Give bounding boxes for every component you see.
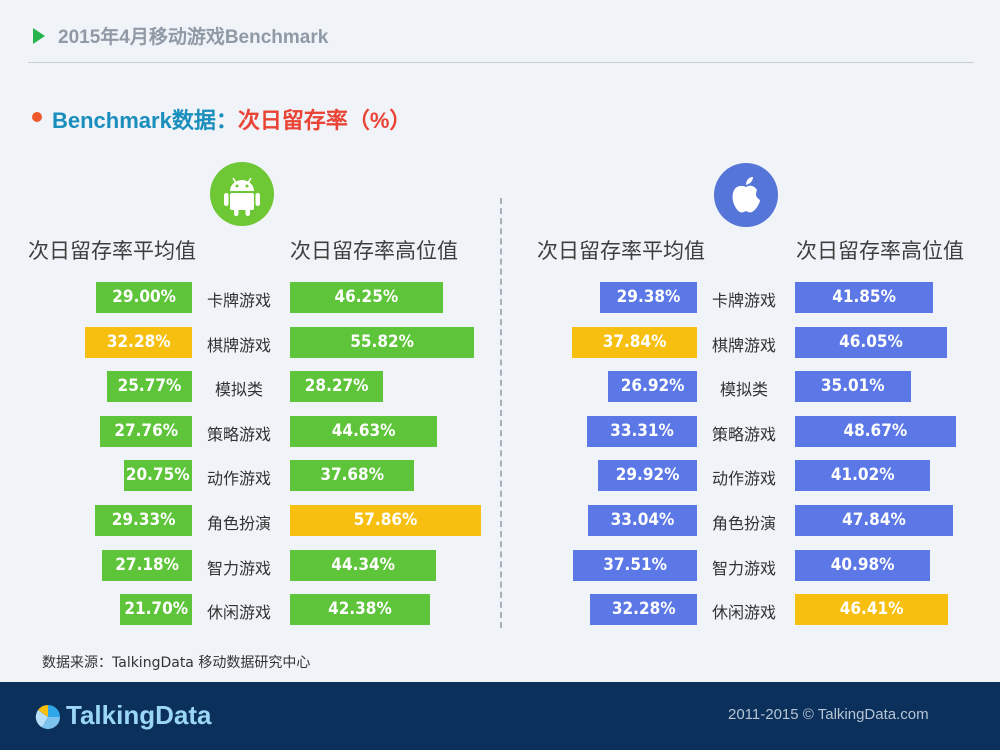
brand-name: TalkingData [66,700,212,730]
data-source: 数据来源：TalkingData 移动数据研究中心 [42,655,311,671]
ios-high-bar: 48.67% [795,415,956,447]
ios-avg-bar: 37.51% [573,549,697,581]
ios-category-label: 智力游戏 [711,558,776,578]
android-high-bar: 55.82% [290,326,475,358]
android-category-label: 模拟类 [214,380,263,400]
android-avg-bar: 29.00% [96,282,192,313]
copyright: 2011-2015 © TalkingData.com [728,706,929,723]
ios-category-label: 动作游戏 [711,469,776,489]
android-avg-bar: 25.77% [106,371,192,403]
android-avg-bar: 29.33% [95,505,192,536]
ios-avg-bar: 32.28% [590,594,697,626]
panel-divider [500,198,502,628]
apple-icon [714,163,778,227]
bullet-icon [32,112,42,122]
android-category-label: 智力游戏 [206,558,271,578]
ios-category-label: 角色扮演 [711,514,776,533]
android-category-label: 棋牌游戏 [206,335,271,355]
android-category-label: 策略游戏 [206,424,271,444]
android-icon [210,162,274,226]
ios-high-header: 次日留存率高位值 [796,239,964,263]
talkingdata-logo-icon [34,703,62,731]
ios-avg-bar: 29.92% [598,460,697,492]
ios-high-bar: 35.01% [795,371,911,403]
ios-avg-bar: 26.92% [608,371,697,403]
ios-high-bar: 40.98% [795,549,931,581]
brand-logo: TalkingData [34,700,211,731]
android-high-header: 次日留存率高位值 [290,239,458,263]
android-avg-bar: 20.75% [123,460,192,492]
ios-avg-bar: 33.31% [587,415,697,447]
android-high-bar: 44.34% [290,549,437,581]
ios-high-bar: 41.02% [795,460,931,492]
android-high-bar: 37.68% [290,460,415,492]
play-icon [33,28,45,44]
android-category-label: 角色扮演 [206,514,271,533]
android-high-bar: 57.86% [290,505,481,536]
ios-high-bar: 46.05% [795,326,947,358]
footer: TalkingData 2011-2015 © TalkingData.com [0,682,1000,750]
ios-high-bar: 41.85% [795,282,934,313]
android-category-label: 卡牌游戏 [206,291,271,310]
android-avg-bar: 27.76% [100,415,192,447]
ios-avg-bar: 33.04% [587,505,697,536]
chart-subtitle: Benchmark数据：次日留存率（%） [32,103,412,135]
page-title: 2015年4月移动游戏Benchmark [58,27,329,48]
android-category-label: 休闲游戏 [206,603,271,623]
android-high-bar: 28.27% [290,371,384,403]
ios-high-bar: 47.84% [795,505,953,536]
subtitle-prefix: Benchmark数据： [52,108,238,133]
ios-high-bar: 46.41% [795,594,949,626]
android-high-bar: 44.63% [290,415,438,447]
android-avg-bar: 21.70% [120,594,192,626]
ios-category-label: 休闲游戏 [711,603,776,623]
android-high-bar: 46.25% [290,282,443,313]
ios-category-label: 模拟类 [719,380,768,400]
ios-category-label: 卡牌游戏 [711,291,776,310]
ios-avg-bar: 29.38% [600,282,697,313]
ios-avg-header: 次日留存率平均值 [537,239,705,263]
ios-category-label: 棋牌游戏 [711,335,776,355]
top-bar: 2015年4月移动游戏Benchmark [0,0,1000,70]
android-category-label: 动作游戏 [206,469,271,489]
android-avg-header: 次日留存率平均值 [28,239,196,263]
ios-avg-bar: 37.84% [572,326,697,358]
android-avg-bar: 27.18% [102,549,192,581]
android-avg-bar: 32.28% [85,326,192,358]
android-high-bar: 42.38% [290,594,430,626]
ios-category-label: 策略游戏 [711,424,776,444]
title-divider [28,62,974,63]
subtitle-metric: 次日留存率（%） [237,108,412,133]
